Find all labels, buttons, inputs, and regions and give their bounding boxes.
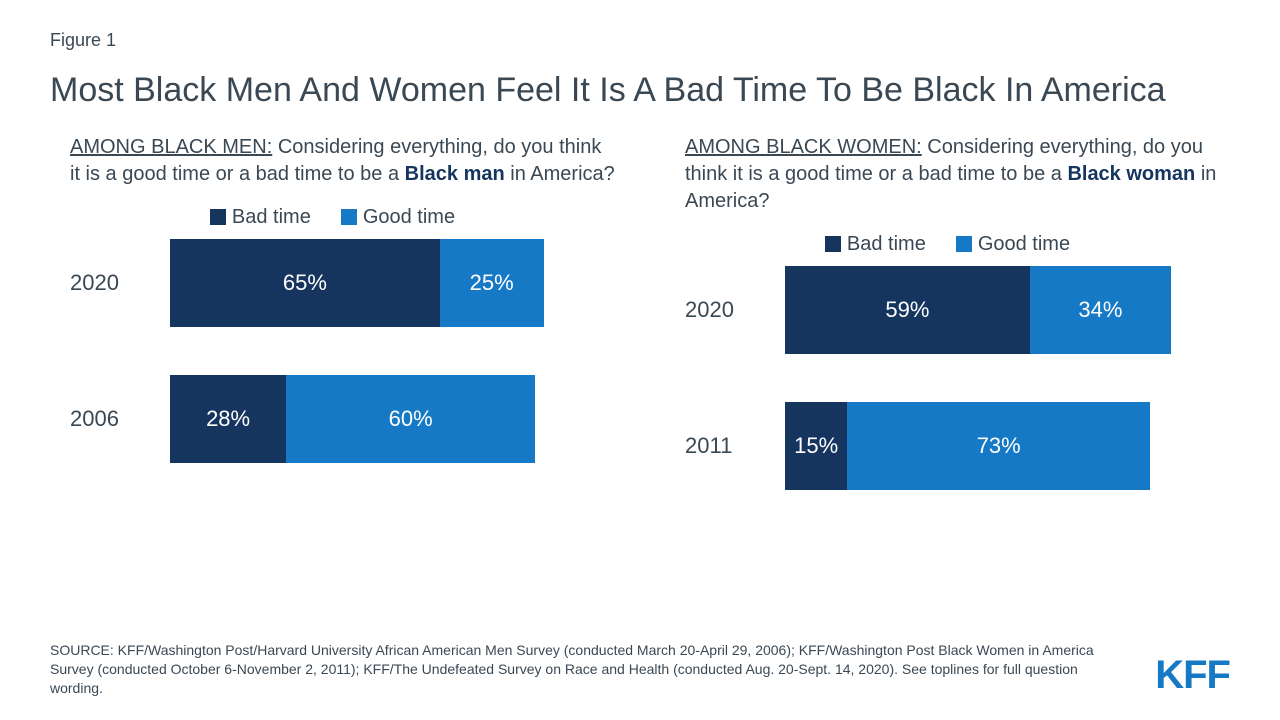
bar-seg-good: 60% (286, 375, 535, 463)
bar-seg-bad: 28% (170, 375, 286, 463)
bar-row: 2011 15% 73% (665, 402, 1230, 490)
bar-seg-bad: 15% (785, 402, 847, 490)
swatch-bad (825, 236, 841, 252)
legend-good-label: Good time (978, 233, 1070, 256)
question-tail: in America? (505, 163, 615, 185)
legend-bad-label: Bad time (847, 233, 926, 256)
panel-women: AMONG BLACK WOMEN: Considering everythin… (665, 134, 1230, 490)
chart-panels: AMONG BLACK MEN: Considering everything,… (50, 134, 1230, 490)
bar-area: 28% 60% (170, 375, 615, 463)
question-women: AMONG BLACK WOMEN: Considering everythin… (665, 134, 1230, 215)
kff-logo: KFF (1155, 653, 1230, 698)
legend-women: Bad time Good time (665, 233, 1230, 256)
year-label: 2011 (665, 433, 785, 459)
legend-bad: Bad time (825, 233, 926, 256)
bar-seg-bad: 65% (170, 239, 440, 327)
bar-row: 2020 65% 25% (50, 239, 615, 327)
bar-row: 2006 28% 60% (50, 375, 615, 463)
question-emph: Black woman (1067, 163, 1195, 185)
bar-area: 65% 25% (170, 239, 615, 327)
swatch-bad (210, 209, 226, 225)
swatch-good (341, 209, 357, 225)
swatch-good (956, 236, 972, 252)
bar-area: 15% 73% (785, 402, 1230, 490)
bar-seg-bad: 59% (785, 266, 1030, 354)
chart-title: Most Black Men And Women Feel It Is A Ba… (50, 69, 1230, 112)
bar-seg-good: 25% (440, 239, 544, 327)
legend-good: Good time (956, 233, 1070, 256)
legend-bad-label: Bad time (232, 206, 311, 229)
panel-men: AMONG BLACK MEN: Considering everything,… (50, 134, 615, 490)
bar-row: 2020 59% 34% (665, 266, 1230, 354)
year-label: 2020 (50, 270, 170, 296)
rows-men: 2020 65% 25% 2006 28% 60% (50, 239, 615, 463)
figure-label: Figure 1 (50, 30, 1230, 51)
source-text: SOURCE: KFF/Washington Post/Harvard Univ… (50, 641, 1100, 698)
question-lead: AMONG BLACK MEN: (70, 136, 272, 158)
legend-good: Good time (341, 206, 455, 229)
year-label: 2020 (665, 297, 785, 323)
legend-men: Bad time Good time (50, 206, 615, 229)
year-label: 2006 (50, 406, 170, 432)
bar-area: 59% 34% (785, 266, 1230, 354)
rows-women: 2020 59% 34% 2011 15% 73% (665, 266, 1230, 490)
question-men: AMONG BLACK MEN: Considering everything,… (50, 134, 615, 188)
legend-good-label: Good time (363, 206, 455, 229)
question-lead: AMONG BLACK WOMEN: (685, 136, 922, 158)
question-emph: Black man (405, 163, 505, 185)
legend-bad: Bad time (210, 206, 311, 229)
bar-seg-good: 34% (1030, 266, 1171, 354)
bar-seg-good: 73% (847, 402, 1150, 490)
